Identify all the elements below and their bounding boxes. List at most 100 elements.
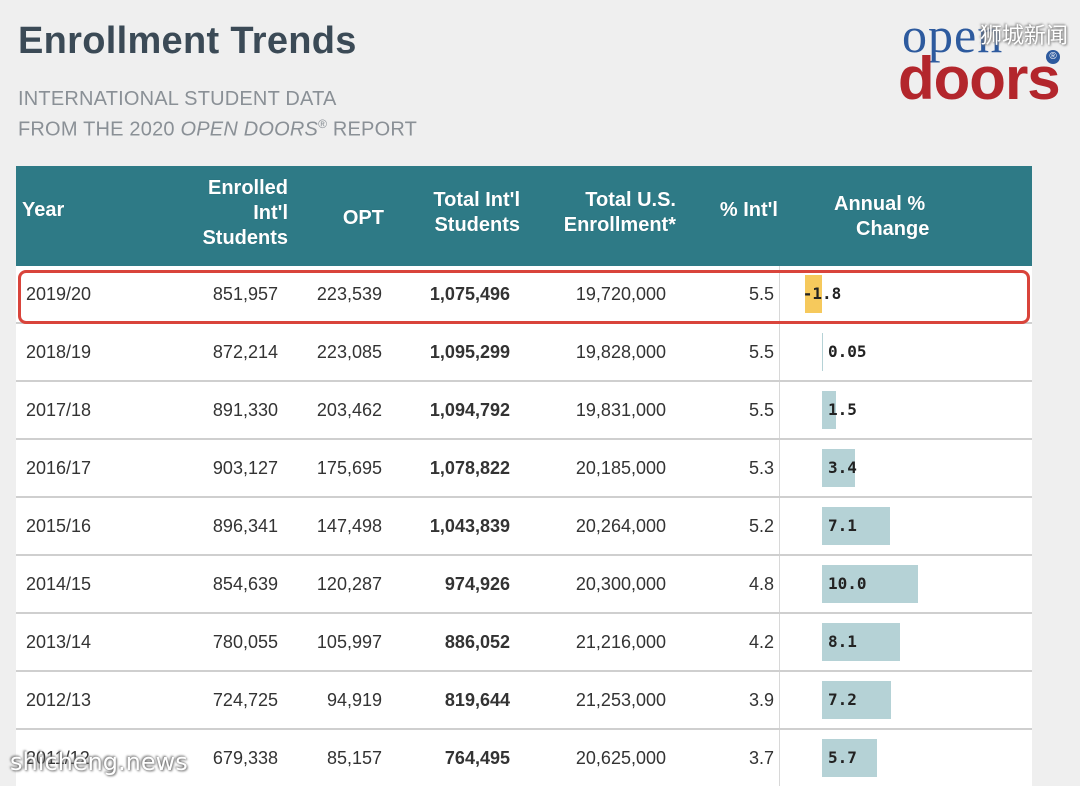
header-enrolled-line-2: Int'l — [253, 202, 288, 224]
cell-total-us: 19,831,000 — [575, 400, 666, 420]
header-annual-change-line-1: Annual % — [834, 193, 926, 215]
annual-change-label: 1.5 — [828, 400, 857, 419]
header-total-us-line-1: Total U.S. — [585, 189, 676, 211]
page-title: Enrollment Trends — [18, 20, 357, 62]
annual-change-label: 5.7 — [828, 748, 857, 767]
cell-year: 2015/16 — [26, 516, 92, 536]
cell-year: 2017/18 — [26, 400, 92, 420]
cell-enrolled: 780,055 — [212, 632, 278, 652]
cell-year: 2014/15 — [26, 574, 92, 594]
enrollment-table: Year Enrolled Int'l Students OPT Total I… — [16, 166, 1032, 786]
header-enrolled-line-1: Enrolled — [207, 177, 288, 199]
table-row: 2014/15 854,639 120,287 974,926 20,300,000 4.… — [16, 556, 1032, 614]
cell-pct-intl: 5.3 — [748, 458, 774, 478]
header-pct-intl: % Int'l — [720, 198, 778, 223]
cell-opt: 175,695 — [316, 458, 382, 478]
subtitle-prefix: FROM THE 2020 — [18, 118, 181, 141]
cell-total-intl: 974,926 — [444, 574, 510, 594]
cell-total-us: 21,216,000 — [575, 632, 666, 652]
annual-change-label: 3.4 — [828, 458, 857, 477]
header-total-us-line-2: Enrollment* — [563, 214, 676, 236]
header-opt-line: OPT — [342, 207, 384, 229]
cell-year: 2016/17 — [26, 458, 92, 478]
column-divider — [779, 730, 780, 786]
header-year-line: Year — [22, 199, 65, 221]
annual-change-label: 7.1 — [828, 516, 857, 535]
column-divider — [779, 266, 780, 322]
header-annual-change: Annual % Change — [834, 192, 929, 242]
cell-opt: 203,462 — [316, 400, 382, 420]
cell-pct-intl: 4.2 — [748, 632, 774, 652]
cell-total-us: 20,300,000 — [575, 574, 666, 594]
cell-enrolled: 679,338 — [212, 748, 278, 768]
cell-enrolled: 872,214 — [212, 342, 278, 362]
subtitle-report-name: OPEN DOORS — [180, 118, 319, 141]
table-header: Year Enrolled Int'l Students OPT Total I… — [16, 166, 1032, 266]
header-year: Year — [22, 198, 64, 223]
cell-pct-intl: 5.2 — [748, 516, 774, 536]
cell-total-intl: 819,644 — [444, 690, 510, 710]
cell-year: 2012/13 — [26, 690, 92, 710]
cell-pct-intl: 4.8 — [748, 574, 774, 594]
subtitle-suffix: REPORT — [327, 118, 418, 141]
table-row: 2016/17 903,127 175,695 1,078,822 20,185,000… — [16, 440, 1032, 498]
cell-enrolled: 854,639 — [212, 574, 278, 594]
annual-change-label: 7.2 — [828, 690, 857, 709]
logo-doors-text: doors — [898, 45, 1061, 112]
cell-year: 2019/20 — [26, 284, 92, 304]
annual-change-bar — [804, 275, 822, 313]
annual-change-bar — [822, 681, 892, 719]
cell-pct-intl: 3.9 — [748, 690, 774, 710]
cell-enrolled: 851,957 — [212, 284, 278, 304]
cell-total-intl: 1,094,792 — [429, 400, 510, 420]
cell-enrolled: 903,127 — [212, 458, 278, 478]
cell-pct-intl: 5.5 — [748, 400, 774, 420]
cell-year: 2011/12 — [26, 748, 90, 768]
annual-change-bar — [822, 391, 837, 429]
column-divider — [779, 672, 780, 728]
cell-opt: 223,085 — [316, 342, 382, 362]
cell-opt: 105,997 — [316, 632, 382, 652]
cell-total-us: 19,828,000 — [575, 342, 666, 362]
cell-year: 2018/19 — [26, 342, 92, 362]
cell-total-us: 21,253,000 — [575, 690, 666, 710]
header-total-intl: Total Int'l Students — [433, 188, 520, 238]
cell-total-intl: 764,495 — [444, 748, 510, 768]
table-row: 2018/19 872,214 223,085 1,095,299 19,828,000… — [16, 324, 1032, 382]
cell-total-us: 19,720,000 — [575, 284, 666, 304]
table-row: 2015/16 896,341 147,498 1,043,839 20,264,000… — [16, 498, 1032, 556]
table-row: 2017/18 891,330 203,462 1,094,792 19,831,000… — [16, 382, 1032, 440]
subtitle-line-1: INTERNATIONAL STUDENT DATA — [18, 88, 337, 110]
column-divider — [779, 614, 780, 670]
annual-change-bar — [822, 565, 918, 603]
subtitle-registered-mark: ® — [318, 117, 328, 131]
header-pct-intl-line: % Int'l — [719, 199, 778, 221]
cell-opt: 147,498 — [316, 516, 382, 536]
cell-pct-intl: 5.5 — [748, 284, 774, 304]
column-divider — [779, 440, 780, 496]
watermark-bottom: shicheng.news — [10, 748, 188, 776]
cell-total-intl: 886,052 — [444, 632, 510, 652]
cell-enrolled: 891,330 — [212, 400, 278, 420]
highlighted-row-outline — [18, 270, 1030, 324]
header-total-intl-line-1: Total Int'l — [433, 189, 520, 211]
cell-year: 2013/14 — [26, 632, 92, 652]
logo-open-text: open — [902, 7, 1004, 63]
column-divider — [779, 498, 780, 554]
cell-pct-intl: 5.5 — [748, 342, 774, 362]
annual-change-bar — [822, 333, 823, 371]
cell-enrolled: 896,341 — [212, 516, 278, 536]
cell-total-intl: 1,075,496 — [429, 284, 510, 304]
header-enrolled-line-3: Students — [202, 227, 288, 249]
cell-enrolled: 724,725 — [212, 690, 278, 710]
column-divider — [779, 556, 780, 612]
annual-change-label: 10.0 — [828, 574, 867, 593]
table-row: 2011/12 679,338 85,157 764,495 20,625,000 3.7… — [16, 730, 1032, 786]
header-annual-change-line-2: Change — [856, 218, 930, 240]
cell-pct-intl: 3.7 — [748, 748, 774, 768]
annual-change-bar — [822, 507, 891, 545]
header-total-intl-line-2: Students — [434, 214, 520, 236]
annual-change-bar — [822, 449, 855, 487]
header-enrolled: Enrolled Int'l Students — [202, 176, 288, 251]
cell-total-intl: 1,095,299 — [429, 342, 510, 362]
